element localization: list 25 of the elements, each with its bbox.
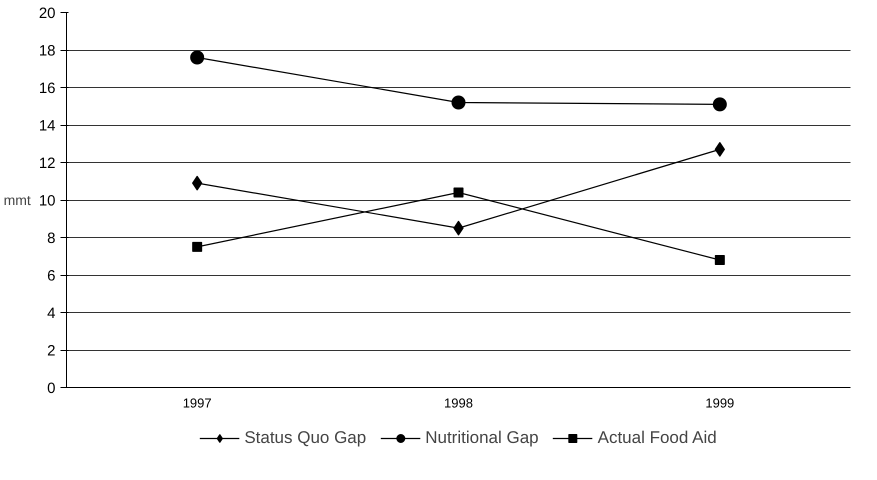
point (712, 97, 727, 112)
point (192, 242, 202, 252)
point (190, 50, 204, 64)
point (714, 255, 725, 265)
y-axis-title: mmt (4, 192, 31, 208)
y-tick-label: 2 (47, 342, 56, 360)
point (454, 188, 464, 198)
legend-label: Actual Food Aid (598, 428, 717, 448)
x-tick-label: 1999 (705, 396, 734, 410)
y-tick-label: 6 (47, 268, 56, 284)
y-tick-label: 4 (47, 305, 56, 322)
y-tick-label: 8 (47, 230, 56, 247)
y-tick-label: 18 (38, 42, 56, 60)
y-tick-label: 16 (38, 80, 56, 97)
y-tick-label: 20 (38, 5, 56, 22)
y-tick-label: 12 (38, 155, 56, 172)
x-tick-label: 1997 (182, 396, 212, 410)
legend-label: Status Quo Gap (244, 428, 366, 448)
x-tick-label: 1998 (444, 396, 473, 410)
y-tick-label: 14 (38, 118, 56, 134)
point (452, 96, 466, 110)
legend-label: Nutritional Gap (425, 428, 539, 448)
y-tick-label: 0 (47, 380, 56, 397)
point (453, 220, 464, 236)
y-tick-label: 10 (38, 192, 56, 210)
